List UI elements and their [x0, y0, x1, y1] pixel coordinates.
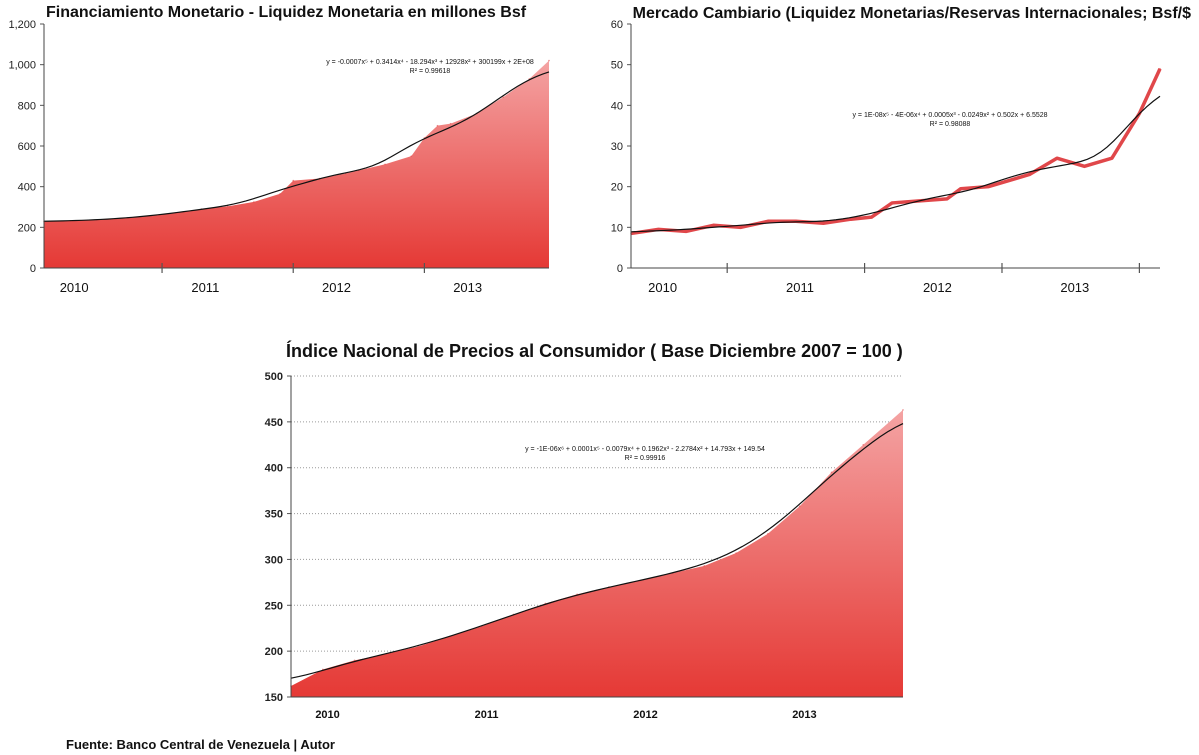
chart-financiamiento: 0 200 400 600 800 1,000 1,200 2010 2011 2012 2013 y… [8, 19, 550, 295]
chart-indice-precios: 150 200 250 300 350 400 450 500 2010 2011 2012 2013… [265, 371, 904, 721]
data-point [1083, 165, 1086, 168]
data-point [712, 224, 715, 227]
data-point [850, 218, 852, 220]
y-tick-label: 30 [611, 141, 623, 153]
data-point [987, 185, 990, 188]
data-point [767, 220, 770, 223]
data-point [1028, 173, 1031, 176]
x-tick-label: 2012 [633, 709, 657, 721]
y-tick-label: 40 [611, 100, 623, 112]
data-point [946, 198, 948, 200]
y-tick-label: 200 [265, 646, 283, 658]
data-point [798, 505, 801, 508]
data-area [44, 60, 549, 268]
data-point [1042, 165, 1045, 168]
data-point [410, 155, 413, 157]
trend-line [290, 423, 904, 679]
data-point [830, 471, 833, 474]
data-point [767, 532, 769, 535]
x-tick-label: 2010 [60, 280, 89, 295]
y-tick-label: 800 [18, 100, 36, 112]
data-point [436, 124, 439, 127]
y-tick-label: 400 [18, 182, 36, 194]
r-squared-label: R² = 0.99618 [410, 68, 451, 75]
y-tick-label: 450 [265, 417, 283, 429]
data-point [279, 192, 281, 195]
data-point [657, 228, 660, 231]
data-point [685, 230, 687, 233]
data-point [862, 443, 865, 446]
chart-title-financiamiento: Financiamiento Monetario - Liquidez Mone… [46, 4, 527, 21]
y-tick-label: 150 [265, 692, 283, 704]
data-point [735, 552, 737, 554]
data-point [902, 409, 904, 411]
data-point [548, 59, 550, 62]
x-tick-label: 2010 [315, 709, 339, 721]
data-point [449, 122, 452, 125]
data-point [1111, 157, 1113, 159]
x-tick-label: 2013 [792, 709, 816, 721]
data-point [384, 163, 386, 166]
y-tick-label: 60 [611, 19, 623, 31]
x-tick-label: 2013 [1060, 280, 1089, 295]
data-point [253, 201, 255, 203]
y-tick-label: 250 [265, 600, 283, 612]
trendline-equation: y = 1E-08x⁵ - 4E-06x⁴ + 0.0005x³ - 0.024… [852, 112, 1047, 119]
data-point [1159, 67, 1161, 70]
chart-title-mercado-cambiario: Mercado Cambiario (Liquidez Monetarias/R… [632, 5, 1191, 22]
r-squared-label: R² = 0.99916 [625, 455, 666, 462]
data-point [822, 222, 825, 225]
data-point [292, 179, 295, 182]
y-tick-label: 20 [611, 182, 623, 194]
trend-line [43, 71, 550, 222]
y-tick-label: 1,000 [8, 60, 36, 72]
data-point [870, 216, 873, 218]
y-tick-label: 500 [265, 371, 283, 383]
y-tick-label: 50 [611, 60, 623, 72]
source-footer: Fuente: Banco Central de Venezuela | Aut… [66, 737, 335, 752]
trendline-equation: y = -0.0007x⁵ + 0.3414x⁴ - 18.294x³ + 12… [326, 59, 534, 66]
x-tick-label: 2013 [453, 280, 482, 295]
data-area [291, 409, 903, 697]
data-line [630, 68, 1162, 236]
trend-line [630, 95, 1161, 233]
y-tick-label: 300 [265, 554, 283, 566]
data-point [1014, 177, 1017, 180]
x-tick-label: 2012 [923, 280, 952, 295]
data-point [1056, 157, 1058, 159]
chart-mercado-cambiario: 0 10 20 30 40 50 60 2010 2011 2012 2013 y = 1E-08x⁵… [611, 19, 1162, 295]
data-point [353, 659, 356, 662]
x-tick-label: 2012 [322, 280, 351, 295]
x-tick-label: 2011 [786, 280, 814, 295]
y-tick-label: 600 [18, 141, 36, 153]
data-point [703, 565, 706, 567]
y-tick-label: 200 [18, 222, 36, 234]
y-tick-label: 10 [611, 222, 623, 234]
y-tick-label: 1,200 [8, 19, 36, 31]
data-point [891, 202, 893, 204]
trendline-equation: y = -1E-06x⁶ + 0.0001x⁵ - 0.0079x⁴ + 0.1… [525, 446, 765, 453]
x-tick-label: 2010 [648, 280, 677, 295]
chart-title-indice-precios: Índice Nacional de Precios al Consumidor… [286, 341, 903, 361]
y-tick-label: 400 [265, 463, 283, 475]
y-tick-label: 0 [30, 263, 36, 275]
data-point [959, 187, 962, 190]
x-tick-label: 2011 [191, 280, 219, 295]
y-tick-label: 350 [265, 509, 283, 521]
y-tick-label: 0 [617, 263, 623, 275]
data-point [740, 226, 742, 229]
x-tick-label: 2011 [475, 709, 499, 721]
data-point [226, 205, 229, 208]
data-point [502, 96, 504, 98]
r-squared-label: R² = 0.98088 [930, 121, 971, 128]
